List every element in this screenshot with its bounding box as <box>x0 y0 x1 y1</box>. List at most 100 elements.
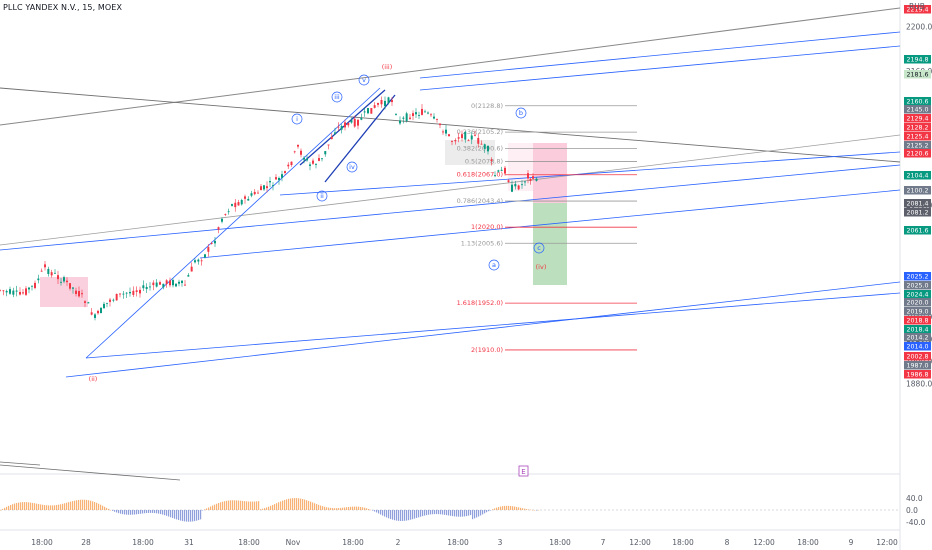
price-tag <box>904 186 931 195</box>
candle-body <box>47 268 50 274</box>
candle-body <box>327 144 330 146</box>
candle-body <box>2 290 5 292</box>
x-tick-label: 31 <box>184 538 194 547</box>
candle-body <box>281 174 283 178</box>
oscillator-bar <box>524 508 526 510</box>
candle-body <box>269 181 271 183</box>
candle-body <box>22 292 24 294</box>
oscillator-bar <box>56 504 58 510</box>
candle-body <box>315 164 317 165</box>
candle-body <box>149 286 151 288</box>
oscillator-bar <box>264 508 266 510</box>
oscillator-bar <box>52 505 54 510</box>
candle-body <box>284 171 286 173</box>
x-tick-label: 2 <box>396 538 401 547</box>
trend-line <box>85 87 381 359</box>
candle-body <box>190 266 193 272</box>
oscillator-bar <box>380 510 382 515</box>
oscillator-bar <box>150 510 152 513</box>
price-tag <box>904 114 931 123</box>
oscillator-bar <box>460 510 462 517</box>
oscillator-bar <box>364 507 366 510</box>
oscillator-bar <box>318 504 320 510</box>
candle-body <box>527 173 529 179</box>
trend-line <box>0 461 41 466</box>
oscillator-bar <box>240 500 242 510</box>
candle-body <box>19 291 21 295</box>
oscillator-bar <box>104 506 106 510</box>
oscillator-bar <box>162 510 164 515</box>
candle-body <box>387 97 390 103</box>
oscillator-bar <box>286 499 288 510</box>
oscillator-bar <box>464 510 466 517</box>
oscillator-bar <box>334 508 336 510</box>
candle-body <box>109 299 111 302</box>
candle-body <box>524 181 526 183</box>
candle-body <box>122 293 125 295</box>
price-tag <box>904 298 931 307</box>
oscillator-bar <box>192 510 194 522</box>
price-tag <box>904 370 931 379</box>
wave-circle <box>515 107 527 119</box>
oscillator-bar <box>396 510 398 521</box>
oscillator-bar <box>336 508 338 510</box>
candle-body <box>507 180 510 182</box>
candle-body <box>278 177 280 181</box>
candle-body <box>402 117 405 119</box>
candle-body <box>424 111 426 113</box>
oscillator-bar <box>306 500 308 510</box>
candle-body <box>60 281 62 283</box>
oscillator-bar <box>86 499 88 510</box>
oscillator-bar <box>310 501 312 510</box>
oscillator-bar <box>28 502 30 510</box>
fib-level-label: 1(2020.0) <box>471 223 503 231</box>
candle-body <box>217 227 220 230</box>
candle-body <box>125 292 128 294</box>
price-tag-label: 2002.8 <box>906 354 928 361</box>
price-tag-label: 2014.2 <box>906 335 928 342</box>
price-tag-label: 2120.6 <box>906 151 928 158</box>
oscillator-bar <box>38 504 40 510</box>
candle-body <box>263 185 265 190</box>
oscillator-bar <box>520 507 522 510</box>
price-tag-label: 2145.0 <box>906 107 928 114</box>
candle-body <box>69 283 71 289</box>
x-tick-label: 9 <box>849 538 854 547</box>
oscillator-bar <box>328 507 330 510</box>
oscillator-bar <box>4 507 6 510</box>
candle-body <box>370 108 373 114</box>
oscillator-bar <box>106 507 108 510</box>
oscillator-bar <box>238 500 240 510</box>
candle-body <box>0 289 1 291</box>
candle-body <box>78 291 80 297</box>
oscillator-bar <box>398 510 400 521</box>
oscillator-bar <box>462 510 464 517</box>
price-tag <box>904 361 931 370</box>
oscillator-bar <box>76 500 78 510</box>
price-tag <box>904 5 931 14</box>
price-tag <box>904 70 931 79</box>
candle-body <box>290 161 293 166</box>
oscillator-bar <box>284 499 286 510</box>
oscillator-bar <box>68 502 70 510</box>
candle-body <box>184 284 186 286</box>
oscillator-bar <box>110 509 112 511</box>
oscillator-bar <box>190 510 192 522</box>
price-tag-label: 2081.2 <box>906 210 928 217</box>
oscillator-bar <box>268 506 270 510</box>
candle-body <box>300 150 302 155</box>
oscillator-bar <box>58 504 60 510</box>
oscillator-bar <box>136 510 138 515</box>
fib-level-label: 2(1910.0) <box>471 346 503 354</box>
oscillator-bar <box>194 510 196 522</box>
oscillator-bar <box>108 508 110 510</box>
candle-body <box>90 312 93 315</box>
oscillator-bar <box>258 501 260 510</box>
candle-body <box>44 264 46 268</box>
candle-body <box>175 283 177 287</box>
oscillator-bar <box>394 510 396 521</box>
y-tick-label: 1880.0 <box>906 379 932 388</box>
oscillator-bar <box>82 499 84 510</box>
oscillator-bar <box>466 510 468 517</box>
